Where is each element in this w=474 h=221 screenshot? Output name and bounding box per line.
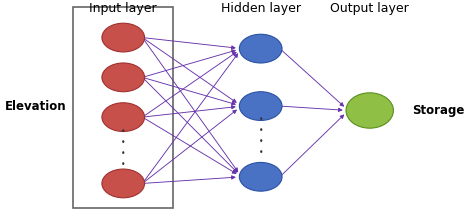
Text: Storage: Storage: [412, 104, 465, 117]
Ellipse shape: [102, 23, 145, 52]
Text: •
•
•
•: • • • •: [121, 127, 126, 169]
Ellipse shape: [346, 93, 393, 128]
Ellipse shape: [239, 34, 282, 63]
Ellipse shape: [102, 63, 145, 92]
Text: Elevation: Elevation: [5, 100, 66, 112]
Text: •
•
•
•: • • • •: [258, 115, 263, 157]
FancyBboxPatch shape: [73, 7, 173, 208]
Ellipse shape: [102, 103, 145, 131]
Ellipse shape: [239, 162, 282, 191]
Ellipse shape: [239, 92, 282, 120]
Text: Input layer: Input layer: [90, 2, 157, 15]
Text: Output layer: Output layer: [330, 2, 409, 15]
Text: Hidden layer: Hidden layer: [221, 2, 301, 15]
Ellipse shape: [102, 169, 145, 198]
